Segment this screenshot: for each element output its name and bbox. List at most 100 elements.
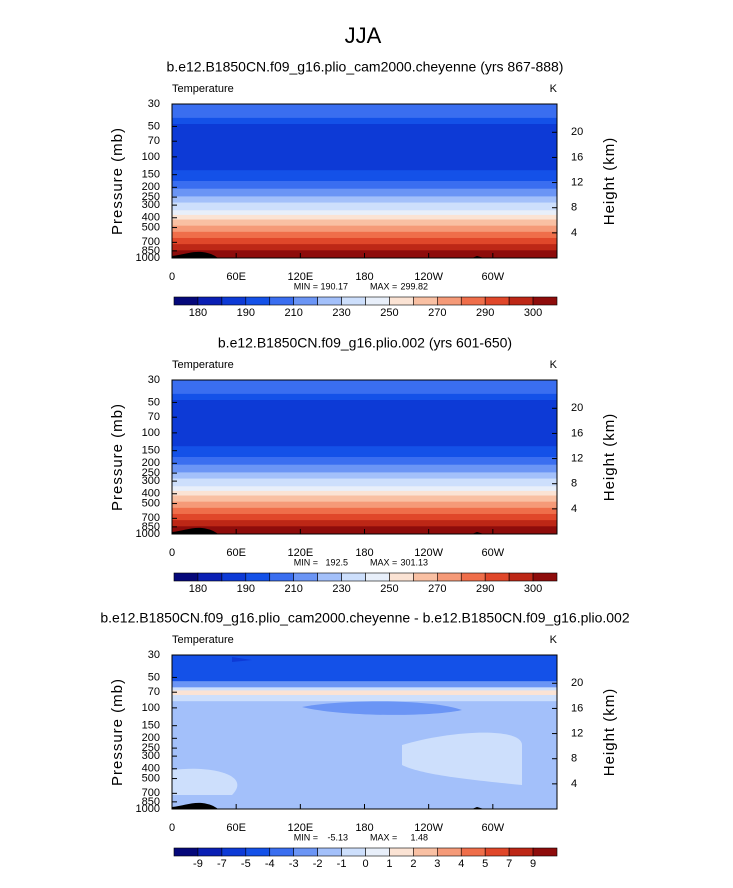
colorbar-box (197, 847, 223, 857)
colorbar-box (245, 296, 271, 306)
contour-band (172, 400, 557, 447)
contour-band (172, 681, 557, 688)
contour-band (172, 104, 557, 119)
colorbar-box (341, 296, 366, 306)
y-tick-label: 200 (142, 181, 160, 193)
colorbar-label: 3 (434, 858, 440, 870)
colorbar-label: 290 (476, 307, 494, 319)
colorbar-box (341, 572, 366, 582)
y2-tick-label: 8 (571, 753, 577, 765)
colorbar-label: -5 (241, 858, 251, 870)
x-tick-label: 60E (226, 271, 246, 283)
colorbar-label: 7 (506, 858, 512, 870)
contour-band (172, 210, 557, 216)
colorbar-box (389, 572, 414, 582)
colorbar-label: 250 (380, 583, 398, 595)
y-tick-label: 1000 (136, 803, 160, 815)
y-tick-label: 250 (142, 467, 160, 479)
min-value: 192.5 (325, 557, 348, 567)
y-tick-label: 50 (148, 120, 160, 132)
colorbar-label: -1 (337, 858, 347, 870)
y2-tick-label: 20 (571, 126, 583, 138)
y-tick-label: 250 (142, 742, 160, 754)
contour-band (172, 507, 557, 515)
contour-band (172, 196, 557, 204)
y2-tick-label: 20 (571, 677, 583, 689)
contour-region (232, 657, 252, 662)
y2-tick-label: 16 (571, 151, 583, 163)
y2-tick-label: 12 (571, 452, 583, 464)
contour-band (172, 495, 557, 503)
contour-band (172, 231, 557, 239)
y2-tick-label: 4 (571, 227, 577, 239)
contour-band (172, 687, 557, 691)
min-label: MIN = (294, 832, 318, 842)
colorbar-box (413, 847, 438, 857)
colorbar-box (508, 572, 534, 582)
y2-tick-label: 8 (571, 202, 577, 214)
colorbar-label: 0 (362, 858, 368, 870)
colorbar-box (173, 572, 199, 582)
contour-band (172, 478, 557, 487)
colorbar-label: 190 (237, 307, 255, 319)
colorbar-label: 270 (428, 583, 446, 595)
y-tick-label: 850 (142, 521, 160, 533)
colorbar-box (221, 847, 247, 857)
x-tick-label: 0 (169, 547, 175, 559)
colorbar-label: 210 (285, 583, 303, 595)
y-tick-label: 700 (142, 512, 160, 524)
contour-band (172, 472, 557, 480)
colorbar-box (221, 296, 247, 306)
colorbar-box (437, 572, 462, 582)
y-tick-label: 300 (142, 199, 160, 211)
colorbar-box (317, 847, 342, 857)
y-tick-label: 30 (148, 374, 160, 386)
y-tick-label: 200 (142, 732, 160, 744)
contour-region (402, 732, 522, 785)
units-label: K (550, 83, 558, 95)
colorbar-label: 270 (428, 307, 446, 319)
colorbar-box (293, 572, 318, 582)
x-tick-label: 60W (482, 547, 505, 559)
x-tick-label: 180 (355, 822, 373, 834)
colorbar-label: 180 (189, 307, 207, 319)
colorbar-label: -7 (217, 858, 227, 870)
contour-band (172, 690, 557, 696)
panel-title: b.e12.B1850CN.f09_g16.plio_cam2000.cheye… (167, 59, 564, 75)
x-tick-label: 60E (226, 547, 246, 559)
y-tick-label: 300 (142, 750, 160, 762)
y-tick-label: 200 (142, 457, 160, 469)
y-axis-label: Pressure (mb) (109, 127, 126, 235)
y-tick-label: 500 (142, 772, 160, 784)
y-tick-label: 1000 (136, 528, 160, 540)
colorbar-box (508, 296, 534, 306)
y-tick-label: 400 (142, 763, 160, 775)
y-tick-label: 100 (142, 427, 160, 439)
x-tick-label: 0 (169, 822, 175, 834)
x-tick-label: 120E (287, 271, 313, 283)
colorbar-box (293, 847, 318, 857)
colorbar-box (437, 847, 462, 857)
max-value: 301.13 (400, 557, 428, 567)
colorbar-label: 250 (380, 307, 398, 319)
colorbar-box (437, 296, 462, 306)
contour-band (172, 117, 557, 125)
min-label: MIN = (294, 281, 318, 291)
colorbar-label: -4 (265, 858, 275, 870)
colorbar-box (460, 572, 486, 582)
y-tick-label: 150 (142, 445, 160, 457)
y-tick-label: 100 (142, 151, 160, 163)
field-label: Temperature (172, 83, 234, 95)
contour-band (172, 655, 557, 682)
colorbar-box (413, 296, 438, 306)
colorbar-box (389, 847, 414, 857)
colorbar-label: -9 (193, 858, 203, 870)
y-axis-label: Pressure (mb) (109, 403, 126, 511)
x-tick-label: 60W (482, 271, 505, 283)
y-tick-label: 1000 (136, 252, 160, 264)
colorbar-label: -2 (313, 858, 323, 870)
contour-band (172, 490, 557, 496)
colorbar-box (293, 296, 318, 306)
x-tick-label: 120W (414, 271, 443, 283)
x-tick-label: 60E (226, 822, 246, 834)
